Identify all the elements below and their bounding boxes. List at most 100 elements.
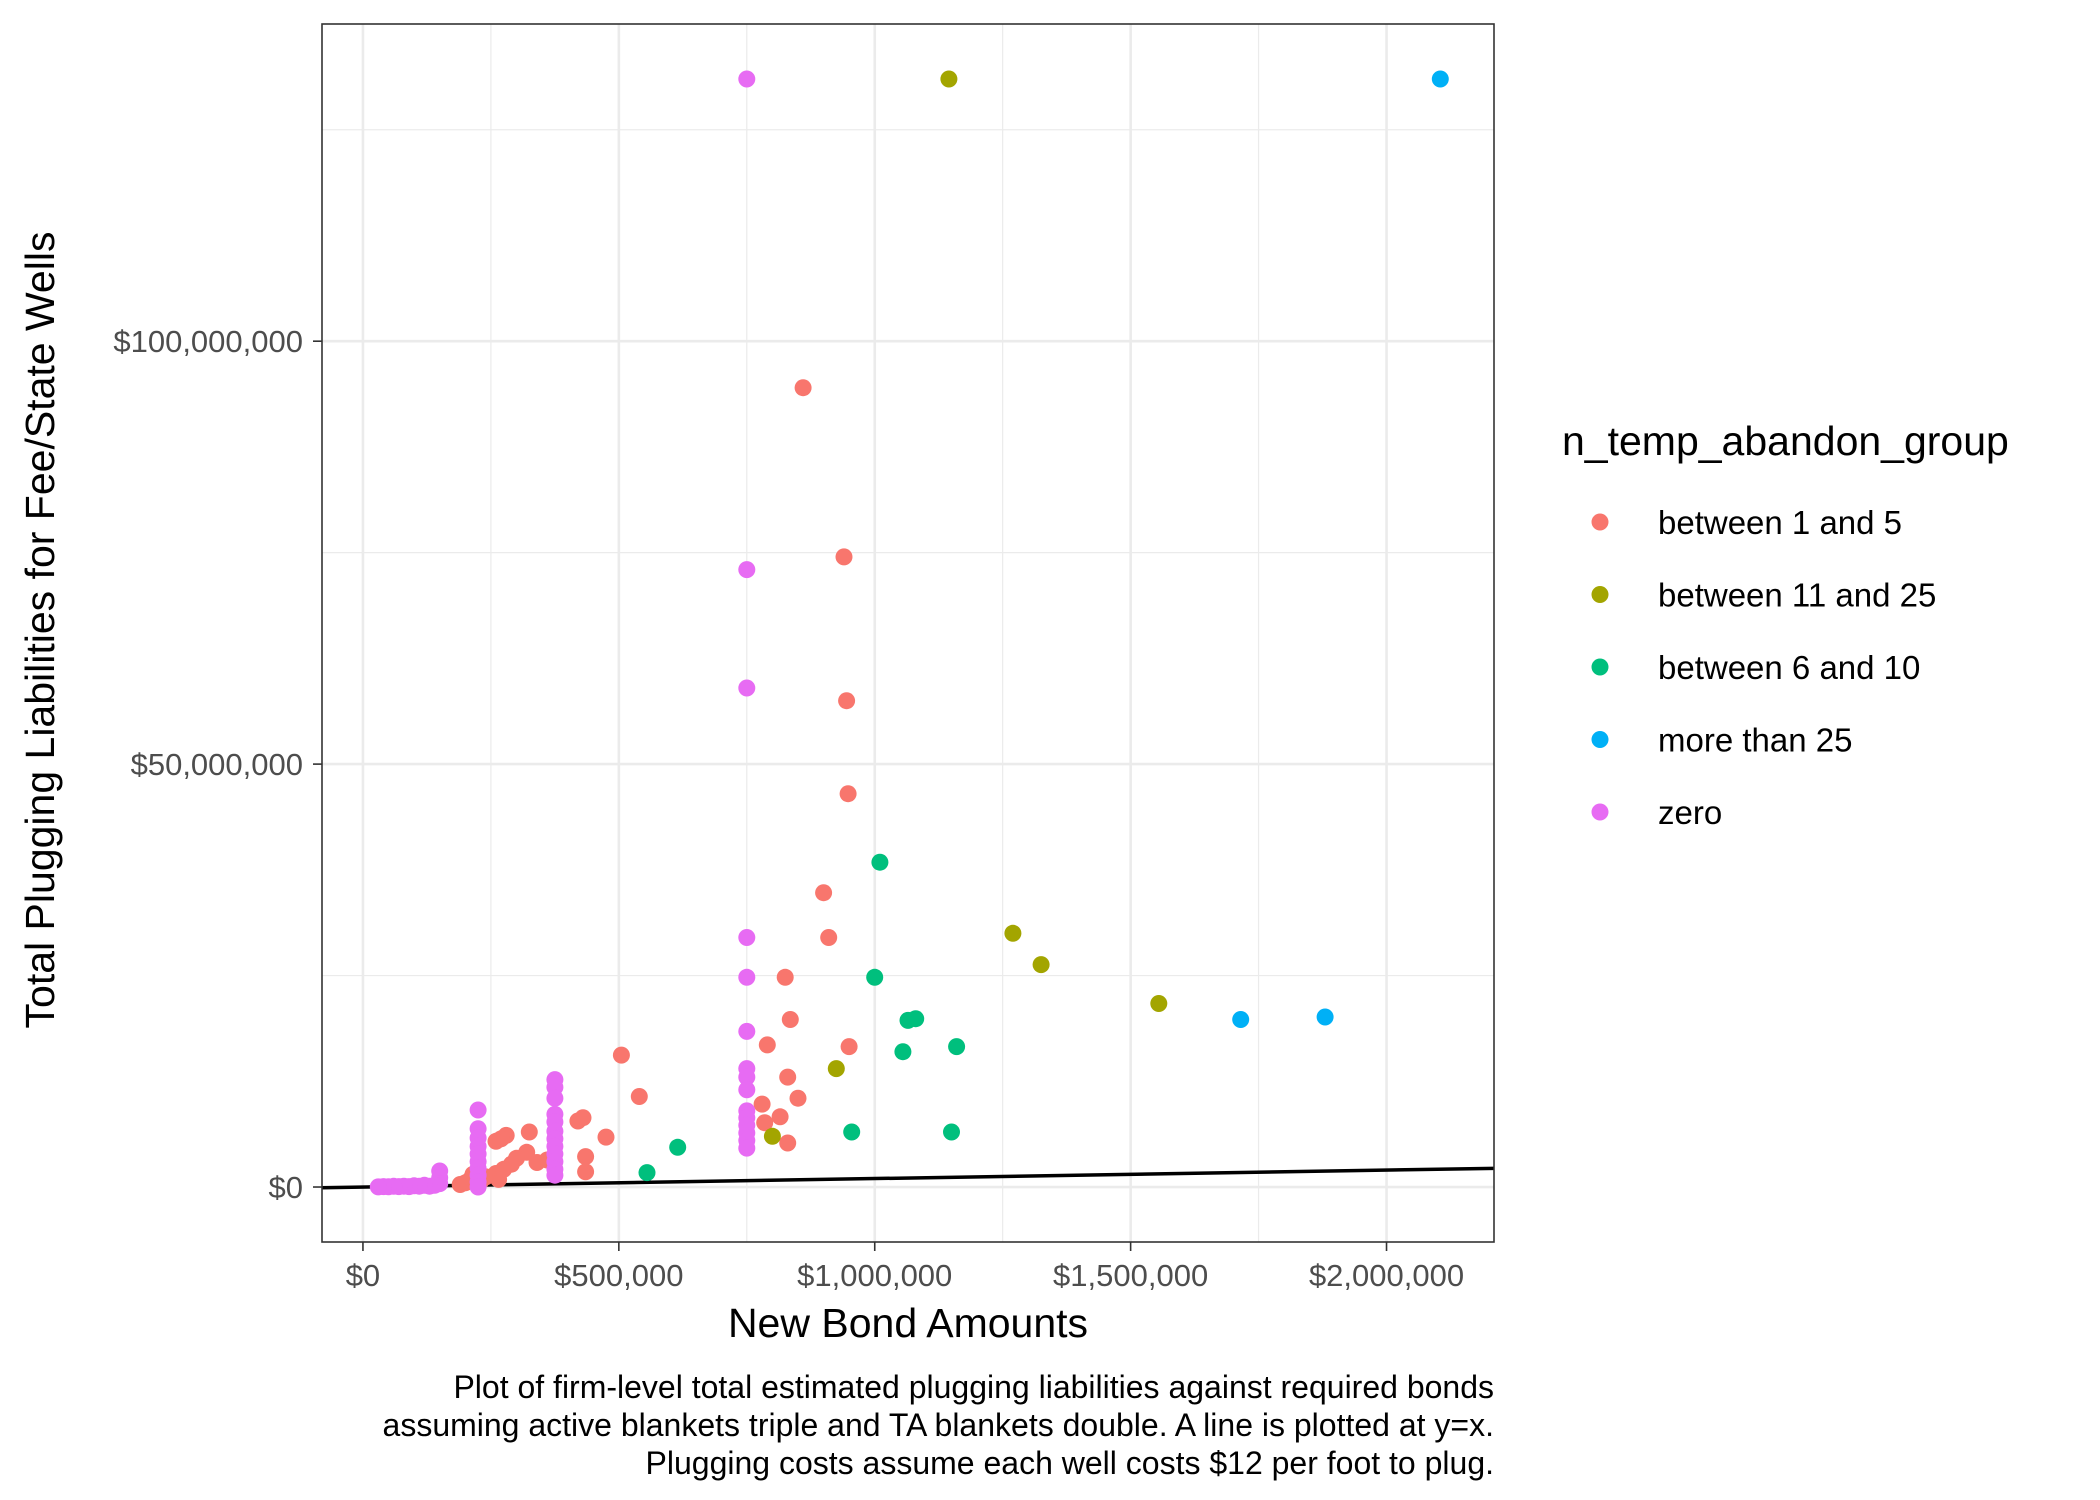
legend-item: more than 25 bbox=[1591, 722, 1852, 759]
panel-outline bbox=[321, 23, 1495, 1243]
data-point bbox=[838, 692, 856, 710]
data-point bbox=[569, 1112, 587, 1130]
data-point bbox=[738, 929, 756, 946]
data-point bbox=[738, 1022, 756, 1040]
data-point bbox=[451, 1176, 469, 1193]
data-point bbox=[546, 1166, 564, 1184]
data-point bbox=[1316, 1008, 1334, 1026]
data-point bbox=[520, 1123, 538, 1141]
legend-item: between 11 and 25 bbox=[1591, 577, 1936, 614]
data-point bbox=[758, 1036, 776, 1054]
legend-label: zero bbox=[1658, 794, 1722, 831]
data-point bbox=[756, 1114, 774, 1132]
reference-line-y-equals-x bbox=[321, 1166, 1495, 1190]
data-point bbox=[738, 968, 756, 986]
plot-panel bbox=[322, 24, 1494, 1242]
legend-key bbox=[1591, 513, 1609, 531]
data-point bbox=[597, 1128, 615, 1146]
y-tick-label: $100,000,000 bbox=[113, 324, 303, 359]
data-point bbox=[1232, 1011, 1250, 1028]
data-point bbox=[907, 1010, 925, 1028]
data-point bbox=[738, 70, 756, 88]
caption-line-2: assuming active blankets triple and TA b… bbox=[383, 1407, 1494, 1443]
legend-label: between 6 and 10 bbox=[1658, 649, 1920, 686]
data-point bbox=[789, 1089, 807, 1107]
legend-key bbox=[1591, 586, 1609, 603]
data-point bbox=[940, 70, 958, 88]
caption-line-3: Plugging costs assume each well costs $1… bbox=[646, 1445, 1494, 1481]
data-point bbox=[843, 1123, 861, 1141]
data-point bbox=[528, 1154, 546, 1171]
axis-ticks: $0 $500,000 $1,000,000 $1,500,000 $2,000,000… bbox=[113, 324, 1464, 1293]
data-point bbox=[839, 785, 857, 803]
data-point bbox=[781, 1011, 799, 1028]
x-tick-label: $1,000,000 bbox=[797, 1258, 952, 1293]
data-point bbox=[815, 884, 833, 902]
data-point bbox=[794, 379, 812, 397]
grid-lines bbox=[322, 24, 1494, 1242]
legend-label: more than 25 bbox=[1658, 722, 1852, 759]
caption-line-1: Plot of firm-level total estimated plugg… bbox=[453, 1369, 1494, 1405]
reference-line-group bbox=[321, 1166, 1495, 1190]
data-point bbox=[738, 561, 756, 579]
data-point bbox=[820, 929, 838, 946]
data-point bbox=[369, 1178, 387, 1196]
data-point bbox=[840, 1038, 858, 1056]
data-point bbox=[779, 1068, 797, 1086]
data-point bbox=[638, 1164, 656, 1182]
legend-item: between 1 and 5 bbox=[1591, 504, 1902, 541]
y-tick-label: $0 bbox=[269, 1170, 303, 1205]
data-point bbox=[827, 1060, 845, 1078]
data-point bbox=[738, 679, 756, 697]
legend-key bbox=[1591, 731, 1609, 748]
x-tick-label: $0 bbox=[346, 1258, 380, 1293]
data-point bbox=[546, 1089, 564, 1107]
y-axis-title: Total Plugging Liabilities for Fee/State… bbox=[17, 232, 63, 1029]
legend-label: between 1 and 5 bbox=[1658, 504, 1902, 541]
data-point bbox=[738, 1139, 756, 1157]
data-point bbox=[948, 1038, 966, 1056]
data-point bbox=[1004, 924, 1022, 942]
legend-item: between 6 and 10 bbox=[1591, 649, 1920, 686]
data-point bbox=[577, 1148, 595, 1166]
caption: Plot of firm-level total estimated plugg… bbox=[383, 1369, 1494, 1481]
data-point bbox=[469, 1101, 487, 1119]
data-point bbox=[753, 1095, 771, 1113]
data-point bbox=[487, 1132, 505, 1150]
series-between-11-and-25 bbox=[763, 70, 1168, 1145]
data-point bbox=[630, 1088, 648, 1105]
series-more-than-25 bbox=[1232, 70, 1449, 1028]
legend: n_temp_abandon_group between 1 and 5 betw… bbox=[1562, 418, 2009, 831]
series-zero bbox=[369, 70, 756, 1196]
x-axis-title: New Bond Amounts bbox=[728, 1300, 1088, 1346]
data-point bbox=[771, 1108, 789, 1126]
data-point bbox=[669, 1138, 687, 1156]
legend-title: n_temp_abandon_group bbox=[1562, 418, 2009, 464]
data-point bbox=[1431, 70, 1449, 88]
data-point bbox=[943, 1123, 960, 1141]
data-point bbox=[1150, 995, 1168, 1012]
data-point bbox=[612, 1046, 630, 1064]
x-tick-label: $500,000 bbox=[554, 1258, 683, 1293]
series-between-6-and-10 bbox=[638, 853, 966, 1182]
data-point bbox=[776, 968, 794, 986]
data-point bbox=[763, 1127, 781, 1145]
data-point bbox=[871, 853, 889, 871]
data-points bbox=[369, 70, 1449, 1196]
panel-border bbox=[321, 23, 1495, 1243]
legend-item: zero bbox=[1591, 794, 1722, 831]
panel-background bbox=[322, 24, 1494, 1242]
data-point bbox=[490, 1170, 508, 1188]
legend-key bbox=[1591, 658, 1609, 676]
data-point bbox=[469, 1178, 487, 1196]
data-point bbox=[894, 1043, 912, 1061]
data-point bbox=[866, 968, 884, 986]
x-tick-label: $2,000,000 bbox=[1309, 1258, 1464, 1293]
data-point bbox=[738, 1081, 756, 1099]
data-point bbox=[835, 548, 853, 566]
y-tick-label: $50,000,000 bbox=[131, 747, 303, 782]
data-point bbox=[779, 1134, 797, 1152]
data-point bbox=[1032, 956, 1050, 974]
legend-label: between 11 and 25 bbox=[1658, 577, 1936, 614]
